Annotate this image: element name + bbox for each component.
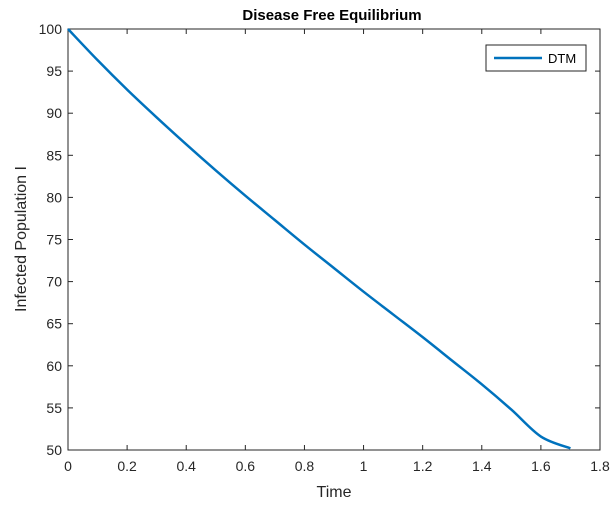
y-tick-label: 85 [46,147,62,163]
legend: DTM [485,44,587,72]
y-tick-label: 50 [46,442,62,458]
x-tick-label: 0.6 [236,458,256,474]
plot-area [67,28,601,451]
y-tick-label: 70 [46,274,62,290]
x-tick-label: 0.4 [176,458,196,474]
legend-label: DTM [548,51,576,66]
series-line-dtm [67,28,571,450]
x-tick-label: 1.2 [413,458,433,474]
x-tick-label: 1 [360,458,368,474]
x-tick-label: 0.2 [117,458,137,474]
x-tick-label: 0.8 [295,458,315,474]
x-tick-label: 1.4 [472,458,492,474]
y-tick-label: 65 [46,316,62,332]
x-tick-label: 0 [64,458,72,474]
y-tick-label: 90 [46,105,62,121]
chart-title: Disease Free Equilibrium [242,7,421,24]
y-tick-label: 100 [39,21,63,37]
x-tick-label: 1.8 [590,458,610,474]
y-axis-label: Infected Population I [13,166,30,312]
y-tick-label: 75 [46,232,62,248]
y-tick-label: 80 [46,189,62,205]
axis-ticks: 0 0.2 0.4 0.6 0.8 1 1.2 1.4 1.6 1.8 50 55 60 65 70 75 80… [39,21,610,474]
x-tick-label: 1.6 [531,458,551,474]
x-axis-label: Time [317,484,352,501]
y-tick-label: 60 [46,358,62,374]
series-layer [67,28,571,450]
y-tick-label: 55 [46,400,62,416]
y-tick-label: 95 [46,63,62,79]
